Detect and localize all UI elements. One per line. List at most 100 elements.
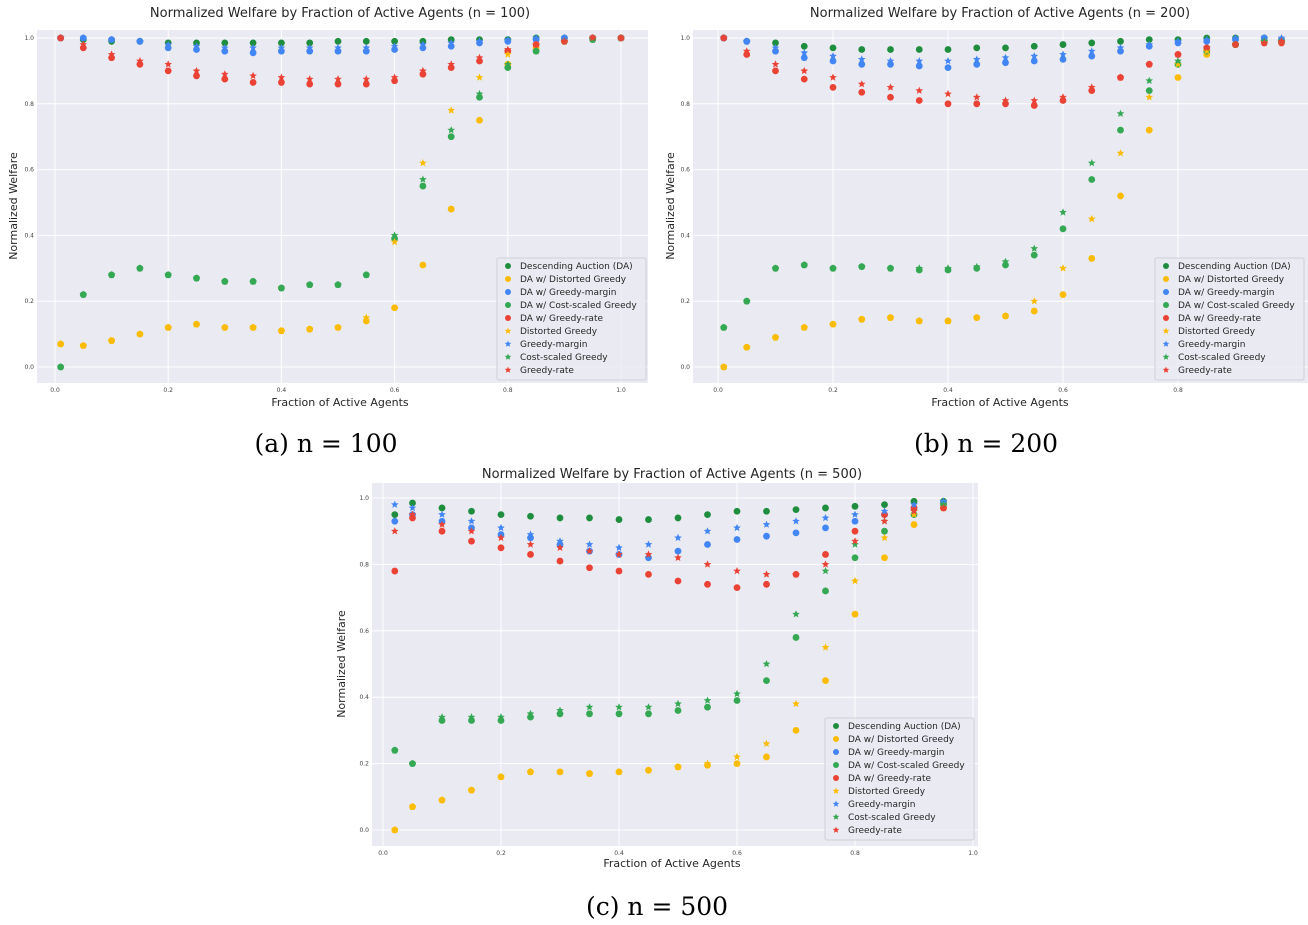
data-point: [763, 580, 770, 588]
data-point: [468, 537, 475, 545]
data-point-star: [1087, 47, 1096, 55]
data-point-star: [438, 796, 446, 804]
data-point: [586, 514, 593, 522]
data-point-star: [107, 35, 116, 43]
x-tick-label: 1.0: [968, 850, 978, 857]
chart-panel-2: 0.0 0.2 0.4 0.6 0.8 0.0 0.2 0.4 0.6 0.8 1.0 Normali…: [664, 6, 1308, 458]
data-point-star: [585, 547, 594, 555]
data-point-star: [771, 264, 780, 272]
series-greedy-rate: [391, 504, 948, 578]
data-point-star: [79, 341, 88, 349]
data-point: [733, 536, 741, 543]
legend-entry: Cost-scaled Greedy: [848, 813, 936, 823]
data-point: [1145, 87, 1153, 95]
legend-marker-star: [504, 327, 512, 334]
legend-entry: DA w/ Cost-scaled Greedy: [1178, 301, 1295, 311]
data-point-star: [915, 86, 924, 94]
data-point-star: [857, 262, 866, 270]
data-point-star: [532, 34, 540, 42]
data-point-star: [497, 533, 505, 542]
subfigure-caption: (a) n = 100: [254, 429, 397, 458]
data-point-star: [719, 323, 728, 331]
data-point: [1030, 251, 1038, 259]
data-point-star: [703, 696, 712, 704]
data-point-star: [1145, 76, 1154, 84]
data-point: [645, 570, 652, 578]
data-point-star: [390, 42, 399, 50]
data-point-star: [821, 643, 830, 651]
data-point-star: [136, 330, 144, 338]
x-tick-label: 0.6: [1058, 387, 1068, 394]
data-point-star: [800, 66, 809, 75]
data-point: [409, 499, 416, 507]
data-point-star: [305, 280, 314, 288]
x-tick-label: 0.6: [390, 387, 400, 394]
data-point-star: [762, 660, 771, 668]
y-tick-label: 0.4: [359, 694, 369, 701]
legend-entry: Greedy-margin: [848, 800, 915, 810]
data-point-star: [467, 527, 476, 535]
data-point-star: [556, 767, 564, 776]
data-point-star: [674, 699, 682, 708]
data-point: [822, 504, 829, 512]
y-tick-label: 0.4: [24, 232, 34, 239]
data-point-star: [821, 513, 830, 522]
legend-entry: Descending Auction (DA): [520, 262, 633, 272]
data-point-star: [438, 713, 446, 721]
data-point-star: [1001, 312, 1010, 320]
legend-entry: DA w/ Greedy-margin: [848, 748, 944, 758]
data-point-star: [362, 270, 371, 279]
data-point: [1030, 307, 1038, 315]
data-point-star: [391, 500, 399, 508]
data-point-star: [79, 290, 88, 298]
legend-marker-circle: [1163, 263, 1169, 269]
x-tick-label: 0.2: [828, 387, 838, 394]
data-point-star: [944, 57, 952, 65]
data-point-star: [1001, 257, 1010, 265]
data-point: [858, 88, 866, 96]
data-point-star: [742, 343, 751, 351]
data-point-star: [771, 333, 780, 341]
data-point: [822, 524, 829, 532]
data-point: [527, 551, 534, 558]
data-point-star: [221, 70, 229, 78]
x-tick-label: 0.8: [1173, 387, 1183, 394]
data-point-star: [615, 543, 623, 551]
legend-marker-star: [1162, 340, 1170, 347]
data-point-star: [733, 689, 741, 698]
data-point-star: [719, 363, 728, 371]
data-point-star: [762, 570, 771, 578]
data-point-star: [762, 520, 771, 528]
data-point: [527, 512, 534, 520]
data-point-star: [915, 57, 924, 65]
data-point: [476, 116, 483, 124]
data-point-star: [390, 73, 399, 81]
legend-entry: DA w/ Cost-scaled Greedy: [848, 761, 965, 771]
data-point-star: [742, 47, 751, 55]
data-point: [772, 39, 779, 47]
series-greedy-margin: [56, 34, 625, 52]
data-point-star: [136, 37, 144, 45]
data-point: [792, 506, 800, 514]
data-point: [497, 511, 505, 518]
legend-entry: Descending Auction (DA): [848, 722, 961, 732]
legend-marker-circle: [1163, 302, 1169, 308]
data-point: [249, 39, 257, 47]
data-point-star: [438, 520, 446, 528]
legend-marker-star: [504, 340, 512, 347]
legend-marker-circle: [833, 736, 839, 742]
data-point-star: [192, 274, 201, 282]
y-axis-label: Normalized Welfare: [7, 152, 20, 260]
legend-entry: Greedy-rate: [848, 826, 902, 836]
legend-entry: DA w/ Greedy-rate: [1178, 314, 1261, 324]
data-point: [419, 261, 427, 269]
data-point: [497, 544, 505, 552]
data-point-star: [1001, 53, 1010, 61]
legend-marker-star: [504, 353, 512, 360]
legend-entry: DA w/ Distorted Greedy: [1178, 275, 1285, 285]
data-point: [645, 516, 652, 523]
data-point-star: [944, 316, 952, 325]
data-point-star: [742, 297, 751, 305]
data-point-star: [221, 277, 229, 285]
data-point-star: [408, 504, 417, 512]
